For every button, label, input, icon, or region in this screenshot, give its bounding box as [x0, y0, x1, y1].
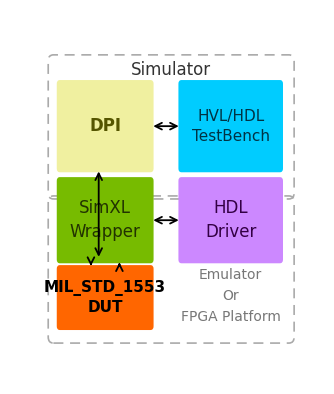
- FancyBboxPatch shape: [178, 177, 283, 263]
- Text: DPI: DPI: [89, 117, 121, 135]
- FancyBboxPatch shape: [57, 177, 154, 263]
- Text: HVL/HDL
TestBench: HVL/HDL TestBench: [192, 109, 270, 143]
- Text: Simulator: Simulator: [131, 61, 211, 79]
- FancyBboxPatch shape: [178, 80, 283, 172]
- FancyBboxPatch shape: [57, 265, 154, 330]
- Text: HDL
Driver: HDL Driver: [205, 199, 257, 241]
- Text: Emulator
Or
FPGA Platform: Emulator Or FPGA Platform: [181, 268, 281, 323]
- Text: SimXL
Wrapper: SimXL Wrapper: [70, 199, 141, 241]
- Text: MIL_STD_1553
DUT: MIL_STD_1553 DUT: [44, 280, 166, 316]
- FancyBboxPatch shape: [57, 80, 154, 172]
